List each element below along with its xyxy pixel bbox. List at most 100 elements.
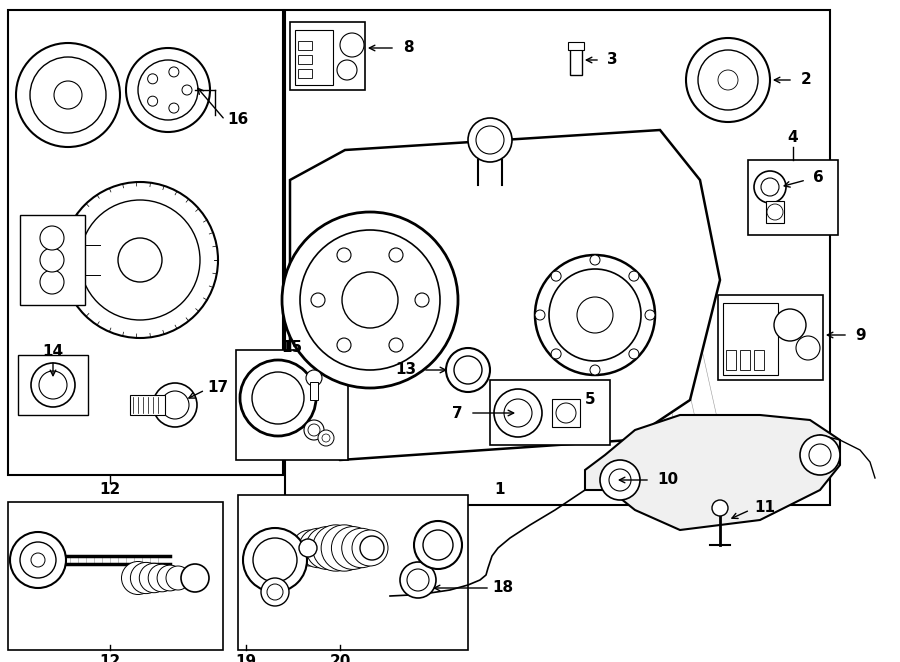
Polygon shape	[290, 130, 720, 460]
Circle shape	[551, 271, 561, 281]
Circle shape	[712, 500, 728, 516]
Circle shape	[389, 338, 403, 352]
Bar	[8, 10, 283, 475]
Circle shape	[311, 293, 325, 307]
Bar	[238, 495, 468, 650]
Circle shape	[308, 424, 320, 436]
Circle shape	[282, 212, 458, 388]
Bar	[310, 382, 318, 400]
Circle shape	[322, 434, 330, 442]
Text: 11: 11	[754, 500, 776, 516]
Text: 8: 8	[402, 40, 413, 56]
Circle shape	[767, 204, 783, 220]
Circle shape	[686, 38, 770, 122]
Circle shape	[40, 248, 64, 272]
Circle shape	[340, 33, 364, 57]
Circle shape	[138, 60, 198, 120]
Circle shape	[169, 67, 179, 77]
Circle shape	[535, 310, 545, 320]
Text: 12: 12	[99, 483, 121, 498]
Circle shape	[126, 48, 210, 132]
Bar	[290, 22, 365, 90]
Circle shape	[718, 70, 738, 90]
Bar	[298, 55, 312, 64]
Bar	[552, 399, 580, 427]
Bar	[298, 41, 312, 50]
Circle shape	[504, 399, 532, 427]
Circle shape	[300, 230, 440, 370]
Circle shape	[40, 226, 64, 250]
Circle shape	[148, 74, 157, 84]
Text: 19: 19	[236, 655, 256, 662]
Circle shape	[31, 363, 75, 407]
Circle shape	[342, 528, 381, 568]
Circle shape	[796, 336, 820, 360]
Circle shape	[342, 272, 398, 328]
Circle shape	[169, 103, 179, 113]
Bar	[726, 350, 736, 370]
Circle shape	[306, 370, 322, 386]
Circle shape	[423, 530, 453, 560]
Text: 1: 1	[495, 483, 505, 498]
Circle shape	[446, 348, 490, 392]
Text: 20: 20	[329, 655, 351, 662]
Text: 15: 15	[282, 340, 302, 355]
Circle shape	[609, 469, 631, 491]
Circle shape	[337, 248, 351, 262]
Bar	[236, 350, 348, 460]
Circle shape	[292, 530, 328, 566]
Circle shape	[181, 564, 209, 592]
Circle shape	[30, 57, 106, 133]
Circle shape	[415, 293, 429, 307]
Text: 5: 5	[585, 393, 595, 408]
Bar	[18, 355, 88, 415]
Circle shape	[153, 383, 197, 427]
Text: 13: 13	[395, 363, 417, 377]
Circle shape	[31, 553, 45, 567]
Circle shape	[556, 403, 576, 423]
Circle shape	[261, 578, 289, 606]
Circle shape	[331, 526, 374, 569]
Bar	[570, 45, 582, 75]
Circle shape	[299, 539, 317, 557]
Circle shape	[20, 542, 56, 578]
Text: 12: 12	[99, 655, 121, 662]
Circle shape	[629, 349, 639, 359]
Circle shape	[148, 564, 176, 592]
Bar	[748, 160, 838, 235]
Circle shape	[148, 96, 157, 106]
Circle shape	[774, 309, 806, 341]
Text: 7: 7	[452, 406, 463, 420]
Bar	[298, 69, 312, 78]
Circle shape	[243, 528, 307, 592]
Bar	[740, 350, 750, 370]
Circle shape	[476, 126, 504, 154]
Bar	[285, 10, 830, 505]
Text: 17: 17	[207, 379, 229, 395]
Circle shape	[54, 81, 82, 109]
Circle shape	[306, 526, 348, 569]
Circle shape	[551, 349, 561, 359]
Bar	[8, 502, 223, 650]
Circle shape	[809, 444, 831, 466]
Circle shape	[182, 85, 192, 95]
Circle shape	[494, 389, 542, 437]
Circle shape	[400, 562, 436, 598]
Circle shape	[62, 182, 218, 338]
Circle shape	[80, 200, 200, 320]
Circle shape	[577, 297, 613, 333]
Circle shape	[698, 50, 758, 110]
Circle shape	[761, 178, 779, 196]
Circle shape	[321, 525, 367, 571]
Text: 10: 10	[657, 473, 679, 487]
Circle shape	[253, 538, 297, 582]
Bar	[295, 30, 333, 85]
Text: 2: 2	[801, 73, 812, 87]
Text: 9: 9	[856, 328, 867, 342]
Circle shape	[267, 584, 283, 600]
Circle shape	[304, 420, 324, 440]
Circle shape	[360, 536, 384, 560]
Circle shape	[40, 270, 64, 294]
Circle shape	[140, 563, 168, 592]
Circle shape	[122, 561, 155, 594]
